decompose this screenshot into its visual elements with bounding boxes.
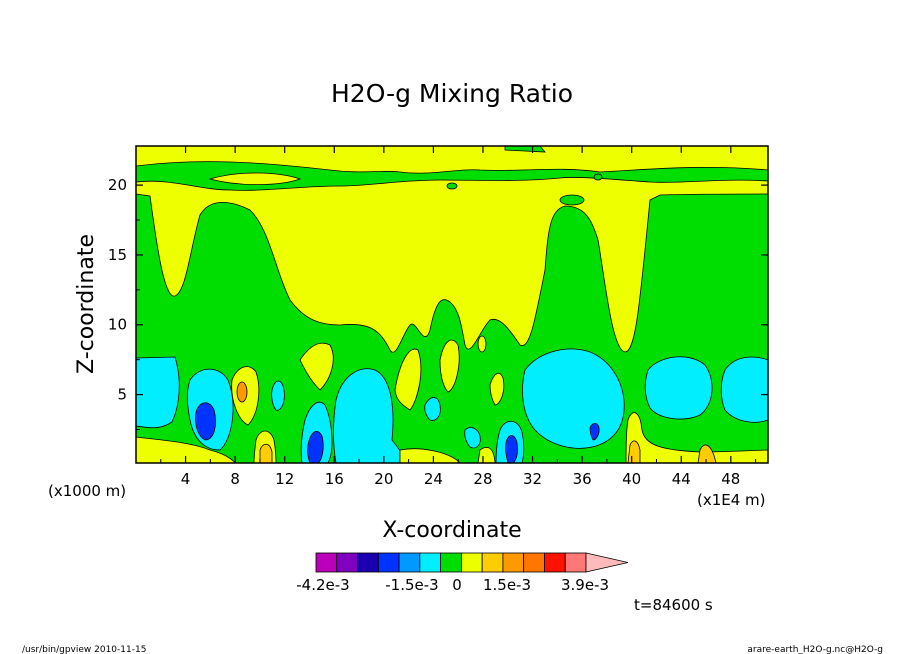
y-tick-label: 5 — [117, 386, 127, 404]
x-tick-label: 16 — [325, 470, 344, 488]
contour-field — [136, 146, 768, 463]
cyan-region-6 — [522, 348, 625, 449]
footer-right: arare-earth_H2O-g.nc@H2O-g — [747, 645, 883, 654]
x-tick-label: 32 — [523, 470, 542, 488]
time-label: t=84600 s — [634, 596, 713, 614]
colorbar-swatch — [398, 552, 421, 573]
x-tick-label: 44 — [672, 470, 691, 488]
y-axis-ticks: 5 10 15 20 — [108, 176, 768, 430]
y-tick-label: 10 — [108, 316, 127, 334]
colorbar-swatch — [481, 552, 504, 573]
blue-region-3 — [505, 435, 518, 463]
cyan-region-7 — [644, 356, 713, 420]
colorbar-swatch — [440, 552, 462, 573]
cyan-region-8 — [720, 356, 768, 423]
colorbar-label: -4.2e-3 — [296, 576, 349, 594]
colorbar-swatch — [377, 552, 400, 573]
x-tick-label: 24 — [424, 470, 443, 488]
x-tick-label: 12 — [275, 470, 294, 488]
x-tick-label: 4 — [181, 470, 191, 488]
y-tick-label: 20 — [108, 176, 127, 194]
blue-region-1 — [195, 402, 216, 441]
y-axis-label: Z-coordinate — [74, 234, 99, 374]
colorbar-label: -1.5e-3 — [385, 576, 438, 594]
footer-left: /usr/bin/gpview 2010-11-15 — [22, 645, 146, 654]
colorbar-arrow — [585, 552, 629, 573]
colorbar-label: 0 — [452, 576, 462, 594]
cyan-region-1 — [136, 356, 180, 429]
x-unit-left: (x1000 m) — [48, 482, 126, 500]
upper-green-band — [136, 161, 768, 191]
colorbar-swatch — [315, 552, 338, 573]
x-tick-label: 48 — [721, 470, 740, 488]
x-tick-label: 28 — [473, 470, 492, 488]
colorbar-swatch — [544, 552, 566, 573]
blue-region-2 — [307, 430, 324, 463]
colorbar-swatch — [357, 552, 379, 573]
colorbar-swatch — [419, 552, 442, 573]
colorbar-swatch — [502, 552, 525, 573]
colorbar-label: 3.9e-3 — [561, 576, 609, 594]
colorbar-labels: -4.2e-3 -1.5e-3 0 1.5e-3 3.9e-3 — [296, 576, 609, 594]
colorbar-swatch — [564, 552, 587, 573]
x-tick-label: 36 — [573, 470, 592, 488]
x-tick-label: 8 — [230, 470, 240, 488]
cyan-region-4 — [332, 368, 403, 463]
x-tick-label: 20 — [374, 470, 393, 488]
colorbar-swatch — [336, 552, 358, 573]
colorbar — [315, 552, 629, 573]
plot-frame — [135, 145, 769, 464]
colorbar-swatch — [523, 552, 545, 573]
y-tick-label: 15 — [108, 246, 127, 264]
colorbar-swatch — [460, 552, 483, 573]
x-unit-right: (x1E4 m) — [697, 491, 766, 509]
x-axis-ticks: 4 8 12 16 20 24 28 32 36 40 44 48 — [160, 146, 757, 488]
x-axis-label: X-coordinate — [382, 518, 521, 543]
chart-title: H2O-g Mixing Ratio — [331, 79, 573, 108]
x-tick-label: 40 — [622, 470, 641, 488]
colorbar-label: 1.5e-3 — [483, 576, 531, 594]
